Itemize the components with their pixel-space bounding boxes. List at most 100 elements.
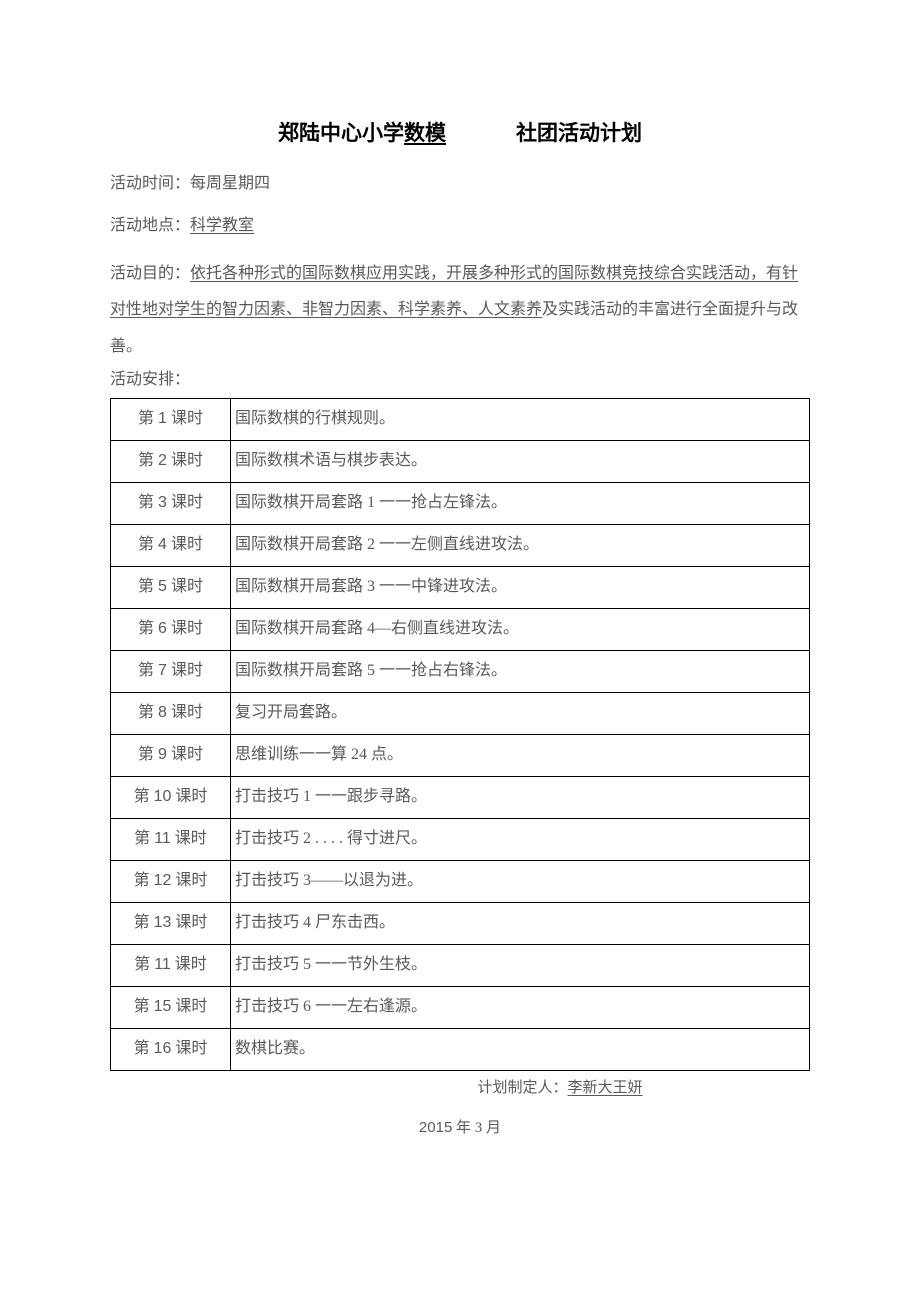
- time-label: 活动时间：: [110, 175, 190, 192]
- goal-label: 活动目的：: [110, 265, 190, 282]
- lesson-pre: 第: [138, 452, 158, 469]
- lesson-suf: 课时: [167, 452, 203, 469]
- table-row: 第 11 课时打击技巧 5 一一节外生枝。: [111, 944, 810, 986]
- date-line: 2015 年 3 月: [110, 1117, 810, 1140]
- lesson-num: 6: [158, 620, 167, 637]
- table-row: 第 13 课时打击技巧 4 尸东击西。: [111, 902, 810, 944]
- lesson-pre: 第: [138, 662, 158, 679]
- title-left-plain: 郑陆中心小学: [278, 122, 404, 145]
- content-cell: 打击技巧 2 . . . . 得寸进尺。: [231, 818, 810, 860]
- content-cell: 打击技巧 1 一一跟步寻路。: [231, 776, 810, 818]
- lesson-suf: 课时: [171, 998, 207, 1015]
- title-left-underline: 数模: [404, 122, 446, 145]
- lesson-suf: 课时: [171, 956, 207, 973]
- lesson-suf: 课时: [167, 494, 203, 511]
- lesson-suf: 课时: [171, 788, 207, 805]
- lesson-cell: 第 4 课时: [111, 524, 231, 566]
- lesson-suf: 课时: [171, 1040, 207, 1057]
- lesson-num: 7: [158, 662, 167, 679]
- lesson-suf: 课时: [167, 704, 203, 721]
- table-row: 第 10 课时打击技巧 1 一一跟步寻路。: [111, 776, 810, 818]
- lesson-suf: 课时: [167, 536, 203, 553]
- content-cell: 思维训练一一算 24 点。: [231, 734, 810, 776]
- lesson-suf: 课时: [171, 872, 207, 889]
- lesson-cell: 第 12 课时: [111, 860, 231, 902]
- table-row: 第 3 课时国际数棋开局套路 1 一一抢占左锋法。: [111, 482, 810, 524]
- lesson-cell: 第 1 课时: [111, 398, 231, 440]
- author-line: 计划制定人：李新大王妍: [110, 1077, 810, 1100]
- table-row: 第 5 课时国际数棋开局套路 3 一一中锋进攻法。: [111, 566, 810, 608]
- content-cell: 国际数棋术语与棋步表达。: [231, 440, 810, 482]
- content-cell: 打击技巧 5 一一节外生枝。: [231, 944, 810, 986]
- place-value: 科学教室: [190, 217, 254, 234]
- table-row: 第 11 课时打击技巧 2 . . . . 得寸进尺。: [111, 818, 810, 860]
- table-row: 第 16 课时数棋比赛。: [111, 1028, 810, 1070]
- lesson-suf: 课时: [167, 578, 203, 595]
- lesson-suf: 课时: [171, 830, 207, 847]
- lesson-cell: 第 8 课时: [111, 692, 231, 734]
- content-cell: 打击技巧 6 一一左右逢源。: [231, 986, 810, 1028]
- date-year: 2015: [419, 1119, 452, 1136]
- lesson-num: 13: [154, 914, 172, 931]
- content-cell: 国际数棋开局套路 2 一一左侧直线进攻法。: [231, 524, 810, 566]
- lesson-num: 15: [154, 998, 172, 1015]
- lesson-num: 8: [158, 704, 167, 721]
- table-row: 第 2 课时国际数棋术语与棋步表达。: [111, 440, 810, 482]
- time-value: 每周星期四: [190, 175, 270, 192]
- content-cell: 国际数棋开局套路 1 一一抢占左锋法。: [231, 482, 810, 524]
- table-row: 第 9 课时思维训练一一算 24 点。: [111, 734, 810, 776]
- lesson-cell: 第 5 课时: [111, 566, 231, 608]
- lesson-cell: 第 9 课时: [111, 734, 231, 776]
- title-right: 社团活动计划: [516, 118, 642, 150]
- lesson-cell: 第 16 课时: [111, 1028, 231, 1070]
- lesson-num: 3: [158, 494, 167, 511]
- table-row: 第 12 课时打击技巧 3——以退为进。: [111, 860, 810, 902]
- title-left: 郑陆中心小学数模: [278, 118, 446, 150]
- lesson-num: 4: [158, 536, 167, 553]
- lesson-num: 11: [154, 956, 171, 973]
- lesson-num: 2: [158, 452, 167, 469]
- schedule-table: 第 1 课时国际数棋的行棋规则。第 2 课时国际数棋术语与棋步表达。第 3 课时…: [110, 398, 810, 1071]
- table-row: 第 7 课时 国际数棋开局套路 5 一一抢占右锋法。: [111, 650, 810, 692]
- lesson-num: 16: [154, 1040, 172, 1057]
- lesson-pre: 第: [138, 704, 158, 721]
- content-cell: 国际数棋开局套路 4—右侧直线进攻法。: [231, 608, 810, 650]
- lesson-num: 5: [158, 578, 167, 595]
- content-cell: 国际数棋开局套路 3 一一中锋进攻法。: [231, 566, 810, 608]
- table-row: 第 8 课时复习开局套路。: [111, 692, 810, 734]
- lesson-pre: 第: [134, 1040, 154, 1057]
- lesson-pre: 第: [134, 956, 154, 973]
- author-label: 计划制定人：: [477, 1080, 567, 1096]
- activity-time: 活动时间：每周星期四: [110, 172, 810, 196]
- lesson-cell: 第 15 课时: [111, 986, 231, 1028]
- content-cell: 复习开局套路。: [231, 692, 810, 734]
- content-cell: 数棋比赛。: [231, 1028, 810, 1070]
- lesson-suf: 课时: [167, 410, 203, 427]
- activity-place: 活动地点：科学教室: [110, 214, 810, 238]
- content-cell: 国际数棋开局套路 5 一一抢占右锋法。: [231, 650, 810, 692]
- lesson-pre: 第: [134, 914, 154, 931]
- author-value: 李新大王妍: [568, 1080, 643, 1096]
- table-row: 第 15 课时打击技巧 6 一一左右逢源。: [111, 986, 810, 1028]
- lesson-cell: 第 10 课时: [111, 776, 231, 818]
- lesson-pre: 第: [134, 872, 154, 889]
- page-title: 郑陆中心小学数模 社团活动计划: [110, 118, 810, 150]
- lesson-suf: 课时: [167, 620, 203, 637]
- lesson-pre: 第: [134, 788, 154, 805]
- lesson-pre: 第: [138, 620, 158, 637]
- lesson-suf: 课时: [167, 662, 203, 679]
- lesson-num: 1: [158, 410, 167, 427]
- lesson-num: 11: [154, 830, 171, 847]
- content-cell: 打击技巧 4 尸东击西。: [231, 902, 810, 944]
- lesson-num: 10: [154, 788, 172, 805]
- lesson-cell: 第 11 课时: [111, 944, 231, 986]
- lesson-pre: 第: [134, 998, 154, 1015]
- lesson-suf: 课时: [167, 746, 203, 763]
- lesson-cell: 第 2 课时: [111, 440, 231, 482]
- lesson-pre: 第: [138, 578, 158, 595]
- place-label: 活动地点：: [110, 217, 190, 234]
- table-row: 第 1 课时国际数棋的行棋规则。: [111, 398, 810, 440]
- lesson-cell: 第 3 课时: [111, 482, 231, 524]
- lesson-num: 12: [154, 872, 172, 889]
- lesson-cell: 第 13 课时: [111, 902, 231, 944]
